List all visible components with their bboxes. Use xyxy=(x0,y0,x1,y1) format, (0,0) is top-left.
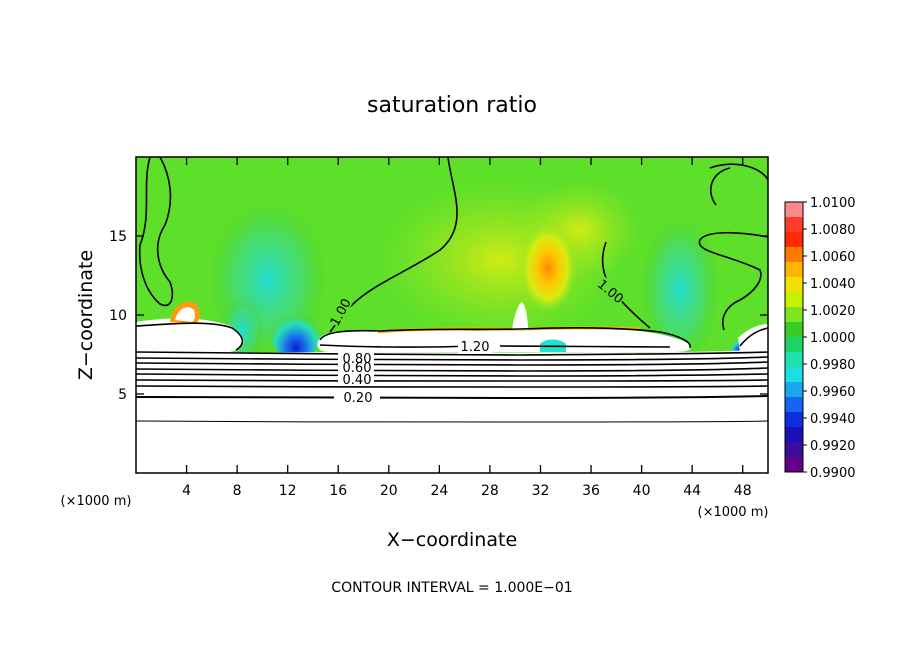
contour-0.10 xyxy=(136,420,768,423)
blue-plume-left xyxy=(270,300,322,360)
x-axis: 4 8 12 16 20 24 28 32 36 40 44 48 xyxy=(182,157,752,499)
contour-label-0.60: 0.60 xyxy=(343,361,372,376)
colorbar-swatch xyxy=(785,262,803,278)
cloud-tower xyxy=(512,302,528,330)
contour-1.00-left xyxy=(138,157,174,307)
x-tick-label: 48 xyxy=(734,483,752,499)
contour-0.70 xyxy=(136,361,768,366)
colorbar-swatch xyxy=(785,202,803,218)
colorbar-swatch xyxy=(785,247,803,263)
x-tick-label: 12 xyxy=(279,483,297,499)
contour-edge-right xyxy=(739,327,768,347)
colorbar: 1.0100 1.0080 1.0060 1.0040 1.0020 1.0000 0.99… xyxy=(784,196,856,481)
x-tick-label: 8 xyxy=(233,483,242,499)
contour-label-1.20: 1.20 xyxy=(461,340,490,355)
colorbar-swatch xyxy=(785,277,803,293)
colorbar-swatch xyxy=(785,232,803,248)
y-axis-title: Z−coordinate xyxy=(75,250,97,380)
colorbar-label: 1.0100 xyxy=(810,196,856,211)
plot-area: 1.00 1.00 1.20 0.80 0.60 0.40 0.20 xyxy=(136,157,768,473)
contour-1.00-right xyxy=(698,231,768,331)
cloud-top-left-inner xyxy=(175,307,196,322)
colorbar-swatch xyxy=(785,217,803,233)
x-unit-label: (×1000 m) xyxy=(698,505,769,520)
contour-cloud-edge xyxy=(319,326,691,349)
colorbar-label: 0.9900 xyxy=(810,466,856,481)
z-unit-label: (×1000 m) xyxy=(61,494,132,509)
contour-0.50 xyxy=(136,373,768,377)
x-tick-label: 36 xyxy=(582,483,600,499)
x-tick-label: 24 xyxy=(430,483,448,499)
stable-layer xyxy=(136,349,768,473)
colorbar-label: 1.0040 xyxy=(810,277,856,292)
colorbar-swatch xyxy=(785,457,803,473)
contour-0.40 xyxy=(136,379,768,382)
y-tick-label: 10 xyxy=(109,308,127,324)
contour-0.60 xyxy=(136,367,768,372)
x-tick-label: 4 xyxy=(182,483,191,499)
colorbar-label: 1.0060 xyxy=(810,250,856,265)
colorbar-swatch xyxy=(785,442,803,458)
colorbar-swatch xyxy=(785,367,803,383)
colorbar-label: 0.9960 xyxy=(810,385,856,400)
y-axis: 5 10 15 xyxy=(109,229,768,403)
colorbar-swatch xyxy=(785,307,803,323)
colorbar-swatch xyxy=(785,337,803,353)
cyan-plume-right xyxy=(640,215,720,365)
colorbar-swatch xyxy=(785,322,803,338)
colorbar-swatch xyxy=(785,352,803,368)
contour-1.20 xyxy=(319,344,671,348)
x-tick-label: 20 xyxy=(380,483,398,499)
cloud-left xyxy=(136,318,244,352)
colorbar-swatch xyxy=(785,397,803,413)
y-tick-label: 5 xyxy=(118,387,127,403)
contour-label-0.20: 0.20 xyxy=(344,391,373,406)
x-tick-label: 28 xyxy=(481,483,499,499)
contour-lines xyxy=(136,157,768,423)
colorbar-swatch xyxy=(785,427,803,443)
colorbar-label: 0.9940 xyxy=(810,412,856,427)
colorbar-label: 0.9920 xyxy=(810,439,856,454)
contour-interval-note: CONTOUR INTERVAL = 1.000E−01 xyxy=(331,580,572,596)
contour-0.20 xyxy=(136,395,768,400)
x-tick-label: 40 xyxy=(633,483,651,499)
y-tick-label: 15 xyxy=(109,229,127,245)
supersaturation-max xyxy=(520,224,576,312)
colorbar-label: 0.9980 xyxy=(810,358,856,373)
colorbar-label: 1.0000 xyxy=(810,331,856,346)
colorbar-swatch xyxy=(785,412,803,428)
contour-0.80 xyxy=(136,356,768,361)
colorbar-swatch xyxy=(785,382,803,398)
x-axis-title: X−coordinate xyxy=(387,529,517,551)
colorbar-label: 1.0020 xyxy=(810,304,856,319)
contour-1.00-loop xyxy=(709,163,768,206)
colorbar-label: 1.0080 xyxy=(810,223,856,238)
contour-label-0.40: 0.40 xyxy=(343,373,372,388)
x-tick-label: 32 xyxy=(532,483,550,499)
colorbar-swatch xyxy=(785,292,803,308)
contour-0.30 xyxy=(136,385,768,388)
x-tick-label: 16 xyxy=(329,483,347,499)
x-tick-label: 44 xyxy=(683,483,701,499)
contour-edge-left xyxy=(136,322,244,351)
chart-title: saturation ratio xyxy=(367,93,537,118)
contour-0.90 xyxy=(136,351,768,356)
